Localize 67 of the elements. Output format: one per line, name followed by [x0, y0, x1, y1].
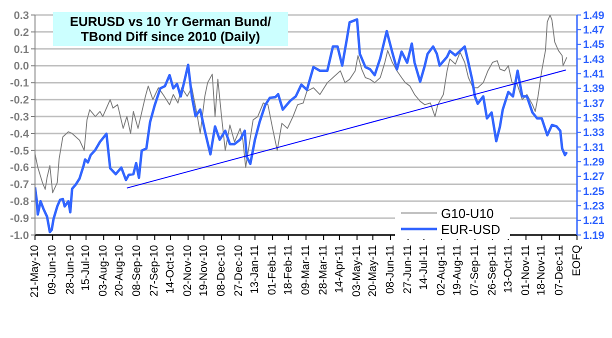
line-series [35, 18, 568, 234]
y-tick-label: -0.2 [10, 94, 29, 107]
y2-tick-label: 1.29 [583, 156, 604, 169]
x-tick-label: 18-Nov-11 [536, 245, 548, 296]
legend-label: EUR-USD [441, 222, 500, 236]
y-tick-label: -0.4 [10, 128, 30, 140]
x-tick-label: 20-May-11 [366, 245, 379, 297]
x-tick-label: 09-Mar-11 [300, 245, 312, 295]
x-tick-label: 13-Oct-11 [502, 245, 514, 294]
x-tick-label: 15-Jul-10 [80, 245, 92, 291]
y2-tick-label: 1.31 [583, 142, 604, 154]
x-tick-label: 01-Feb-11 [266, 245, 279, 295]
x-tick-label: 19-Aug-11 [451, 245, 464, 296]
x-tick-label: 08-Sep-10 [131, 245, 144, 296]
y2-tick-label: 1.25 [583, 186, 604, 198]
y-tick-label: 0.3 [14, 10, 29, 22]
x-tick-label: 14-Apr-11 [333, 245, 346, 294]
x-tick-label: 21-May-10 [29, 245, 41, 298]
y2-tick-label: 1.39 [583, 83, 604, 96]
x-tick-label: 02-Aug-11 [436, 245, 448, 296]
y2-tick-label: 1.45 [583, 39, 604, 52]
x-tick-label: EOFQ [571, 244, 583, 276]
x-tick-label: 20-Aug-10 [113, 245, 126, 296]
x-tick-label: 02-Nov-10 [182, 245, 194, 296]
y2-tick-label: 1.35 [583, 112, 604, 125]
x-tick-label: 27-Dec-10 [233, 245, 246, 296]
x-tick-label: 27-Sep-10 [148, 245, 161, 296]
x-tick-label: 07-Dec-11 [553, 245, 566, 296]
y-tick-label: -0.5 [10, 145, 29, 158]
y-tick-label: 0.0 [14, 60, 29, 73]
y-tick-label: -0.1 [10, 78, 29, 90]
y-tick-label: 0.2 [14, 26, 29, 39]
x-tick-label: 27-Jun-11 [402, 245, 414, 294]
x-tick-label: 09-Jun-10 [46, 245, 59, 295]
y-tick-label: -0.7 [10, 179, 29, 192]
x-tick-label: 08-Dec-10 [216, 245, 228, 296]
y2-tick-label: 1.21 [583, 215, 604, 228]
y2-tick-label: 1.49 [583, 10, 604, 22]
x-tick-label: 13-Jan-11 [248, 245, 261, 294]
y2-tick-label: 1.27 [583, 171, 604, 184]
y-tick-label: -1.0 [10, 230, 29, 242]
x-tick-label: 28-Jun-10 [64, 245, 76, 295]
x-tick-label: 18-Feb-11 [282, 245, 294, 295]
x-tick-label: 03-Aug-10 [98, 245, 110, 296]
x-tick-label: 07-Sep-11 [468, 245, 481, 296]
x-tick-label: 08-Jun-11 [384, 245, 396, 294]
y2-tick-label: 1.19 [583, 230, 604, 242]
x-tick-label: 14-Jul-11 [418, 245, 430, 290]
y-tick-label: -0.6 [10, 162, 29, 174]
x-tick-label: 03-May-11 [351, 245, 364, 297]
y-tick-label: -0.8 [10, 196, 29, 208]
y-tick-label: 0.1 [14, 44, 29, 56]
y2-tick-label: 1.33 [583, 127, 604, 140]
y2-tick-label: 1.23 [583, 200, 604, 213]
legend-label: G10-U10 [441, 206, 494, 220]
y2-tick-label: 1.37 [583, 98, 604, 110]
y2-tick-label: 1.47 [583, 24, 604, 37]
x-tick-label: 26-Sep-11 [486, 245, 499, 296]
text: EURUSD vs 10 Yr German Bund/ TBond Diff since 2010 (Daily) [53, 12, 288, 46]
x-tick-label: 19-Nov-10 [198, 245, 210, 296]
x-tick-label: 01-Nov-11 [520, 245, 532, 296]
x-tick-label: 28-Mar-11 [318, 245, 330, 295]
y-tick-label: -0.9 [10, 212, 29, 225]
y-tick-label: -0.3 [10, 111, 29, 124]
x-tick-label: 14-Oct-10 [164, 245, 176, 294]
y2-tick-label: 1.41 [583, 68, 604, 81]
y2-tick-label: 1.43 [583, 54, 604, 66]
